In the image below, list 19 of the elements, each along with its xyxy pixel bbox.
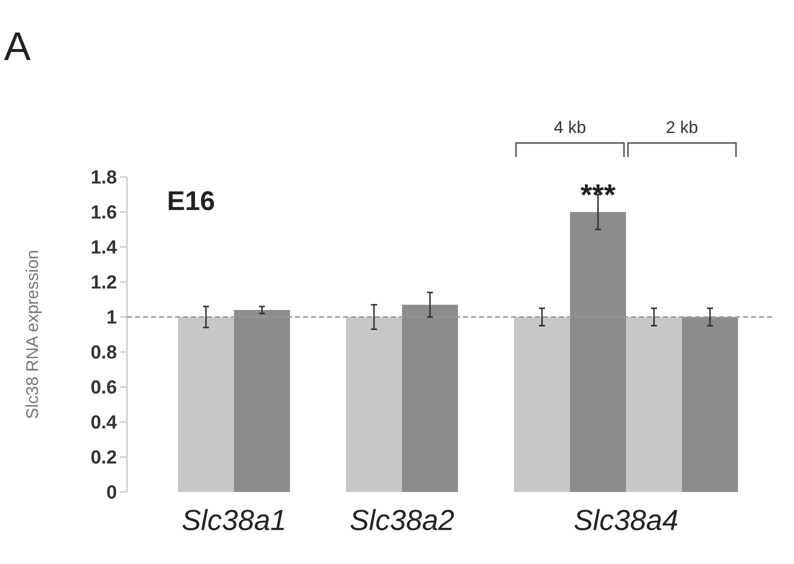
- y-axis-title: Slc38 RNA expression: [23, 250, 42, 420]
- y-tick-label: 0.6: [90, 378, 117, 399]
- x-tick-label: 2 kb: [666, 118, 698, 137]
- y-tick-label: 0.2: [90, 448, 117, 469]
- x-tick-label: Slc38a2: [350, 505, 454, 537]
- text: A: [4, 25, 31, 69]
- y-tick-label: 1.8: [90, 168, 117, 189]
- y-tick-label: 0: [106, 482, 117, 504]
- x-tick-label: 4 kb: [554, 118, 586, 137]
- y-tick-label: 1.6: [90, 202, 117, 224]
- annotation: E16: [167, 186, 216, 216]
- y-tick-label: 1: [106, 308, 118, 329]
- y-tick-label: 0.4: [90, 412, 118, 434]
- y-tick-label: 0.8: [90, 342, 117, 364]
- annotation: ***: [580, 179, 616, 212]
- x-tick-label: Slc38a1: [182, 505, 286, 537]
- y-tick-label: 1.4: [90, 238, 118, 259]
- text: Slc38a4: [574, 505, 678, 537]
- y-tick-label: 1.2: [90, 272, 117, 294]
